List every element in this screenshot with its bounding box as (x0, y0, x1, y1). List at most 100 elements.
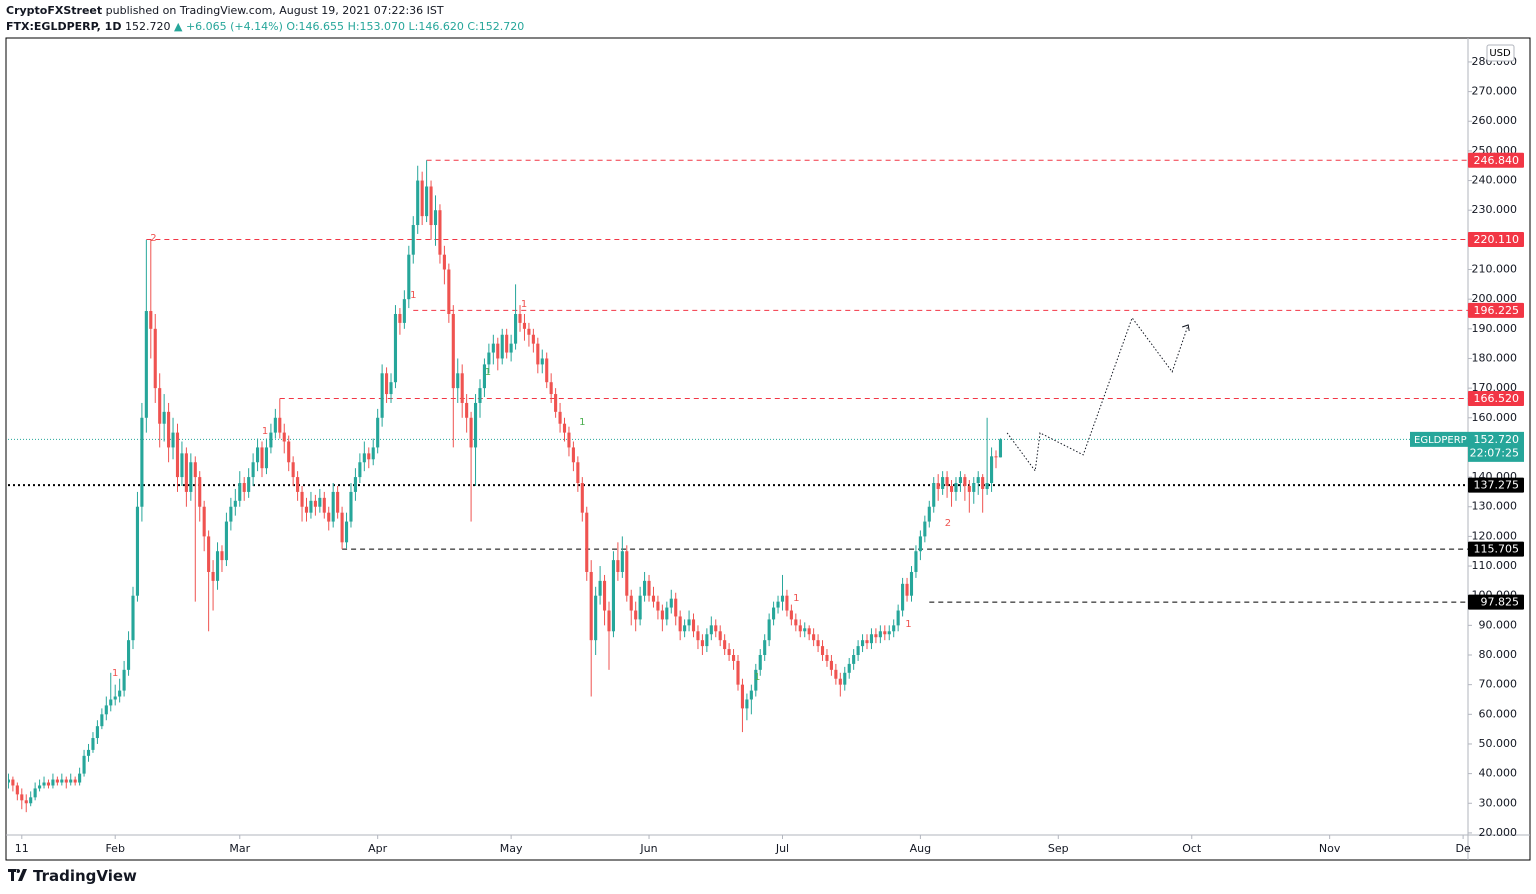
candle-body (834, 669, 838, 679)
y-tick-label: 50.000 (1479, 737, 1518, 750)
candle-body (945, 477, 949, 486)
x-tick-label: Mar (229, 842, 250, 855)
y-tick-label: 40.000 (1479, 767, 1518, 780)
td-marker: 1 (754, 672, 760, 683)
candle-body (545, 358, 549, 383)
candle-body (985, 483, 989, 489)
candle-body (665, 607, 669, 620)
candle-body (683, 625, 687, 632)
candle-body (616, 560, 620, 572)
candle-body (540, 358, 544, 365)
candle-body (140, 417, 144, 507)
y-tick-label: 20.000 (1479, 826, 1518, 839)
symbol-line: FTX:EGLDPERP, 1D 152.720 ▲ +6.065 (+4.14… (6, 20, 524, 33)
candle-body (8, 779, 11, 783)
candle-body (327, 512, 331, 522)
candle-body (376, 417, 380, 448)
td-marker: 2 (150, 233, 156, 244)
td-marker: 2 (945, 518, 951, 529)
y-tick-label: 180.000 (1472, 351, 1518, 364)
y-tick-label: 70.000 (1479, 678, 1518, 691)
candle-body (51, 779, 55, 786)
candle-body (718, 631, 722, 641)
publish-line: CryptoFXStreet published on TradingView.… (6, 4, 444, 17)
candle-body (500, 334, 504, 359)
level-label: 220.110 (1474, 233, 1520, 246)
change: +6.065 (+4.14%) (185, 20, 283, 33)
candle-body (994, 456, 998, 458)
x-tick-label: Apr (368, 842, 388, 855)
candle-body (313, 500, 317, 507)
candle-body (580, 483, 584, 513)
candle-body (189, 462, 193, 492)
candle-body (100, 714, 104, 727)
high: H:153.070 (347, 20, 406, 33)
candle-body (990, 456, 994, 484)
candle-body (598, 580, 602, 596)
candle-body (60, 779, 64, 783)
candle-body (625, 551, 629, 596)
candle-body (594, 595, 598, 641)
candle-body (954, 483, 958, 492)
candle-body (527, 328, 531, 335)
candle-body (224, 521, 228, 561)
x-tick-label: Feb (105, 842, 124, 855)
candle-body (385, 373, 389, 395)
candle-body (86, 749, 91, 756)
y-tick-label: 30.000 (1479, 796, 1518, 809)
candle-body (411, 225, 415, 255)
candle-body (709, 625, 713, 635)
candle-body (478, 388, 482, 403)
candle-body (264, 447, 269, 469)
candle-body (852, 655, 856, 664)
candle-body (389, 382, 393, 395)
candle-body (425, 186, 429, 217)
candle-body (296, 477, 300, 492)
arrow: ▲ (173, 20, 183, 33)
x-tick-label: Jul (775, 842, 789, 855)
y-tick-label: 230.000 (1472, 203, 1518, 216)
candle-body (491, 343, 495, 353)
y-tick-label: 260.000 (1472, 114, 1518, 127)
candle-body (816, 640, 820, 647)
level-label-box (1468, 477, 1524, 493)
candle-body (562, 423, 567, 433)
currency: USD (1489, 48, 1511, 59)
candle-body (398, 313, 402, 323)
countdown: 22:07:25 (1470, 446, 1519, 459)
candle-body (736, 660, 740, 685)
x-tick-label: Oct (1182, 842, 1202, 855)
candle-body (251, 462, 255, 478)
candle-body (482, 364, 486, 389)
candle-body (91, 738, 95, 750)
candle-body (691, 619, 696, 632)
candle-body (198, 477, 202, 507)
candle-body (442, 254, 446, 270)
candle-body (794, 619, 798, 626)
candle-body (460, 373, 464, 403)
candle-body (505, 334, 509, 353)
candle-body (153, 328, 157, 389)
candle-body (202, 506, 206, 537)
plot: 1 2 1 1 1 1 1 1 1 1 2 (8, 159, 1468, 813)
candle-body (122, 669, 126, 691)
currency-box (1486, 44, 1515, 62)
candle-body (238, 483, 242, 501)
candle-body (807, 628, 811, 635)
y-tick-label: 200.000 (1472, 292, 1518, 305)
candle-body (131, 595, 135, 641)
candle-body (215, 551, 220, 581)
candle-body (287, 441, 291, 463)
candle-body (749, 690, 753, 700)
candle-body (46, 782, 51, 786)
candle-body (193, 462, 197, 478)
y-tick-label: 80.000 (1479, 648, 1518, 661)
candle-body (118, 690, 122, 697)
candle-body (674, 598, 678, 617)
candle-body (38, 785, 42, 789)
candle-body (656, 601, 660, 611)
y-tick-label: 270.000 (1472, 85, 1518, 98)
candle-body (602, 580, 607, 611)
candle-body (300, 491, 304, 507)
